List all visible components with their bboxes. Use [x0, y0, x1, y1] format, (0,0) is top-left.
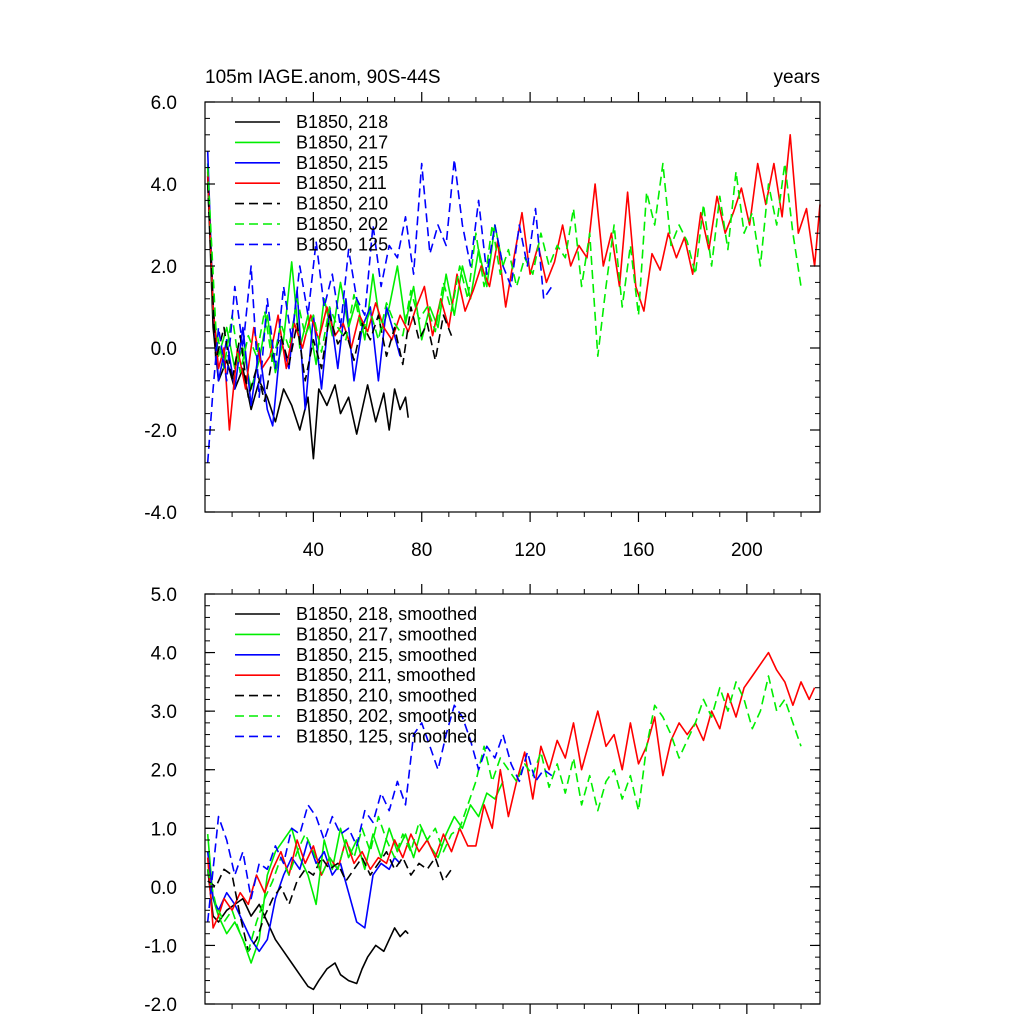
series-line-b1850-215-smoothed — [206, 839, 401, 953]
legend-label: B1850, 215 — [296, 153, 388, 173]
top-panel-units-label: years — [774, 67, 820, 88]
legend-label: B1850, 125 — [296, 234, 388, 254]
legend-label: B1850, 210, smoothed — [296, 686, 477, 706]
legend-label: B1850, 218 — [296, 112, 388, 132]
legend-label: B1850, 211 — [296, 173, 387, 193]
top-panel-title: 105m IAGE.anom, 90S-44S — [205, 67, 441, 88]
y-tick-label: -1.0 — [144, 936, 177, 957]
legend-label: B1850, 217 — [296, 132, 388, 152]
plot-frame — [204, 101, 821, 513]
top-panel-axes: 6.0 4.0 2.0 0.0 -2.0 -4.0 40 80 120 160 200 — [144, 92, 821, 561]
x-tick-label: 200 — [731, 540, 763, 561]
y-tick-label: 4.0 — [151, 175, 177, 196]
x-tick-label: 160 — [623, 540, 655, 561]
bottom-panel-axes: 5.0 4.0 3.0 2.0 1.0 0.0 -1.0 -2.0 — [144, 584, 821, 1016]
top-panel: 105m IAGE.anom, 90S-44S years 6.0 4.0 2.0 0… — [144, 67, 821, 561]
y-tick-label: 4.0 — [151, 644, 177, 665]
legend-label: B1850, 202, smoothed — [296, 706, 477, 726]
series-line-b1850-202-smoothed — [206, 675, 802, 953]
series-line-b1850-125-smoothed — [206, 704, 553, 923]
y-tick-label: -4.0 — [144, 503, 177, 524]
y-tick-label: -2.0 — [144, 421, 177, 442]
legend-label: B1850, 202 — [296, 214, 388, 234]
y-tick-label: 0.0 — [151, 878, 177, 899]
bottom-panel: 5.0 4.0 3.0 2.0 1.0 0.0 -1.0 -2.0 B1850, 218, s… — [144, 584, 821, 1016]
legend-label: B1850, 215, smoothed — [296, 645, 477, 665]
series-line-b1850-202 — [206, 162, 802, 374]
series-line-b1850-211-smoothed — [206, 651, 816, 929]
legend-label: B1850, 125, smoothed — [296, 726, 477, 746]
y-tick-label: 5.0 — [151, 585, 177, 606]
series-line-b1850-218-smoothed — [206, 869, 409, 991]
legend-label: B1850, 210 — [296, 194, 388, 214]
series-line-b1850-125 — [206, 158, 553, 463]
x-tick-label: 120 — [514, 540, 546, 561]
legend-label: B1850, 217, smoothed — [296, 624, 477, 644]
bottom-panel-data-layer — [206, 651, 816, 991]
legend-label: B1850, 211, smoothed — [296, 665, 476, 685]
plot-frame — [204, 593, 821, 1005]
x-tick-label: 80 — [411, 540, 432, 561]
x-tick-label: 40 — [303, 540, 324, 561]
legend-label: B1850, 218, smoothed — [296, 604, 477, 624]
top-panel-data-layer — [206, 134, 821, 463]
y-tick-label: 3.0 — [151, 702, 177, 723]
y-tick-label: 1.0 — [151, 819, 177, 840]
y-tick-label: 6.0 — [151, 93, 177, 114]
series-line-b1850-210 — [206, 183, 453, 403]
y-tick-label: 2.0 — [151, 257, 177, 278]
y-tick-label: 2.0 — [151, 761, 177, 782]
series-line-b1850-217-smoothed — [206, 781, 504, 964]
y-tick-label: -2.0 — [144, 995, 177, 1016]
y-tick-label: 0.0 — [151, 339, 177, 360]
